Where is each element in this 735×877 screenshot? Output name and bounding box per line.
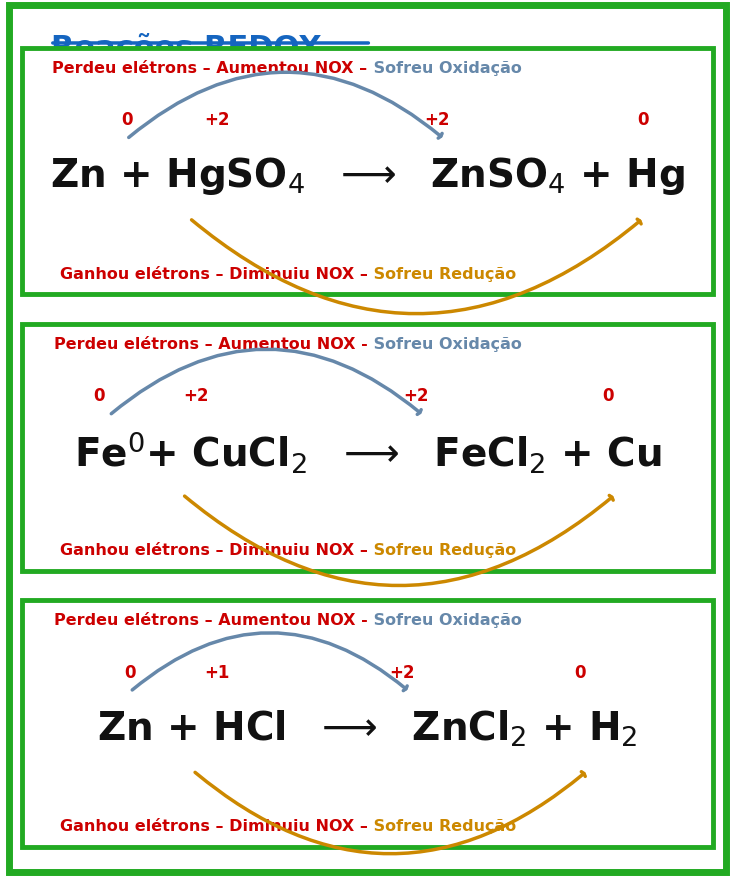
Text: +2: +2 (425, 111, 450, 129)
Text: Sofreu Redução: Sofreu Redução (368, 267, 516, 282)
Text: Sofreu Redução: Sofreu Redução (368, 543, 516, 558)
Text: +2: +2 (404, 388, 429, 405)
Text: Zn + HCl  $\longrightarrow$  ZnCl$_2$ + H$_2$: Zn + HCl $\longrightarrow$ ZnCl$_2$ + H$… (97, 709, 638, 749)
Text: 0: 0 (93, 388, 104, 405)
Text: 0: 0 (121, 111, 132, 129)
Text: +2: +2 (204, 111, 230, 129)
FancyBboxPatch shape (22, 600, 713, 847)
FancyBboxPatch shape (9, 5, 726, 872)
Text: Sofreu Oxidação: Sofreu Oxidação (368, 613, 521, 628)
Text: Ganhou elétrons – Diminuiu NOX –: Ganhou elétrons – Diminuiu NOX – (60, 543, 368, 558)
Text: Perdeu elétrons – Aumentou NOX -: Perdeu elétrons – Aumentou NOX - (54, 337, 367, 352)
Text: Zn + HgSO$_4$  $\longrightarrow$  ZnSO$_4$ + Hg: Zn + HgSO$_4$ $\longrightarrow$ ZnSO$_4$… (50, 155, 685, 197)
FancyBboxPatch shape (22, 47, 713, 295)
Text: Ganhou elétrons – Diminuiu NOX –: Ganhou elétrons – Diminuiu NOX – (60, 267, 368, 282)
Text: Perdeu elétrons – Aumentou NOX -: Perdeu elétrons – Aumentou NOX - (54, 613, 367, 628)
Text: Perdeu elétrons – Aumentou NOX –: Perdeu elétrons – Aumentou NOX – (52, 61, 368, 75)
Text: Sofreu Redução: Sofreu Redução (368, 819, 516, 834)
Text: 0: 0 (124, 664, 136, 681)
Text: 0: 0 (575, 664, 587, 681)
Text: Reações REDOX: Reações REDOX (51, 33, 322, 63)
Text: Fe$^0$+ CuCl$_2$  $\longrightarrow$  FeCl$_2$ + Cu: Fe$^0$+ CuCl$_2$ $\longrightarrow$ FeCl$… (74, 430, 662, 475)
Text: +1: +1 (204, 664, 230, 681)
FancyBboxPatch shape (22, 324, 713, 571)
Text: Sofreu Oxidação: Sofreu Oxidação (368, 61, 521, 75)
Text: 0: 0 (603, 388, 614, 405)
Text: Ganhou elétrons – Diminuiu NOX –: Ganhou elétrons – Diminuiu NOX – (60, 819, 368, 834)
Text: +2: +2 (390, 664, 415, 681)
Text: +2: +2 (184, 388, 209, 405)
Text: Sofreu Oxidação: Sofreu Oxidação (368, 337, 521, 352)
Text: 0: 0 (637, 111, 649, 129)
